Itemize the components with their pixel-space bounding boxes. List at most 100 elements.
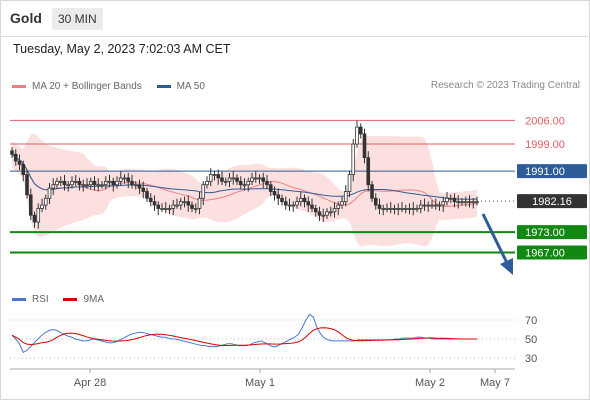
candle-body [17,160,22,165]
legend-ma20-swatch [12,85,26,88]
candle-body [332,208,337,213]
candle-body [32,214,37,223]
level-label-pivot: 1991.00 [525,166,565,178]
candle-body [452,197,457,203]
level-label-last-price: 1982.16 [532,196,572,208]
candle-body [73,180,78,183]
candle-body [85,184,89,187]
candle-body [171,204,176,209]
candle-body [193,208,198,210]
candle-body [186,201,191,206]
candle-body [403,208,408,210]
candle-body [212,174,217,176]
level-tag-last-price [517,194,587,209]
level-tag-support-1 [517,225,587,240]
candle-body [55,180,59,186]
candle-body [426,204,431,207]
x-tick-label: Apr 28 [74,377,106,389]
candle-body [58,180,63,183]
candle-body [463,201,468,204]
candle-body [175,204,179,207]
candle-body [392,208,397,210]
candle-body [280,197,284,203]
candle-body [351,143,356,175]
candle-body [343,191,348,203]
candle-body [70,180,74,186]
candle-body [43,197,48,206]
legend-rsi-ma: 9MA [63,294,104,305]
candle-body [250,177,254,182]
candle-body [190,204,194,209]
candle-body [10,150,14,155]
candle-body [265,180,269,186]
candle-body [47,187,52,199]
candle-body [325,211,329,216]
candle-body [415,208,419,210]
legend-ma20-label: MA 20 + Bollinger Bands [32,81,142,92]
candle-body [358,126,363,135]
candle-body [167,208,172,210]
candle-body [141,187,146,192]
level-label-support-2: 1967.00 [525,248,565,260]
x-axis: Apr 28 May 1 May 2 May 7 [10,368,515,389]
timeframe-badge[interactable]: 30 MIN [52,8,103,30]
candle-body [28,194,33,216]
candles [10,120,479,229]
candle-body [66,184,71,187]
candle-body [62,180,67,186]
candle-body [388,208,393,210]
forecast-arrow-shaft [481,213,509,264]
candle-body [430,204,434,207]
candle-body [257,177,262,180]
candle-body [362,133,367,159]
candle-body [118,177,123,182]
legend-rsi-swatch [12,298,26,301]
candle-body [268,184,273,192]
candle-body [411,208,416,210]
price-legend: MA 20 + Bollinger Bands MA 50 [12,80,217,92]
candle-body [456,201,461,204]
candle-body [25,174,29,196]
candle-body [373,197,378,206]
candle-body [130,180,134,186]
legend-ma50-label: MA 50 [176,81,205,92]
forecast-arrow-head [500,258,513,275]
level-label-support-1: 1973.00 [525,227,565,239]
candle-body [160,208,164,210]
legend-ma50: MA 50 [156,81,205,92]
candle-body [96,184,101,187]
candle-body [381,208,386,210]
candle-body [21,163,26,175]
x-tick-label: May 1 [245,377,275,389]
candle-body [407,208,412,210]
candle-body [246,180,251,186]
level-tag-support-2 [517,245,587,260]
candle-body [437,204,442,207]
legend-ma20: MA 20 + Bollinger Bands [12,81,142,92]
rsi-tick-30: 30 [525,353,537,365]
candle-body [400,208,404,210]
candle-body [272,191,277,196]
legend-rsi: RSI [12,294,49,305]
candle-body [13,153,18,162]
candle-body [81,184,86,187]
candle-body [370,184,374,199]
datetime-label: Tuesday, May 2, 2023 7:02:03 AM CET [13,42,231,56]
candle-body [137,184,142,189]
candle-body [475,201,479,204]
candle-body [145,191,149,199]
candle-body [347,174,352,192]
rsi-line [11,313,477,353]
rsi-tick-70: 70 [525,315,537,327]
rsi-legend: RSI 9MA [12,293,116,305]
copyright-text: Research © 2023 Trading Central [430,80,580,91]
candle-body [205,180,209,186]
candle-body [156,204,161,209]
candle-body [88,180,93,186]
candle-body [111,180,116,186]
candle-body [100,184,104,187]
candle-body [216,174,221,179]
candle-body [231,177,236,180]
legend-rsi-label: RSI [32,294,49,305]
